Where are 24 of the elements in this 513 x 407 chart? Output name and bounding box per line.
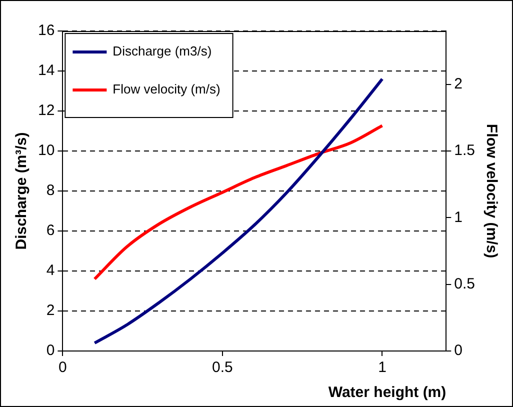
legend-label: Discharge (m3/s) [112,44,212,59]
y-tick-label: 0 [46,342,55,360]
y-tick-label: 4 [46,262,55,280]
y-tick-label: 14 [38,62,55,80]
y-tick-label: 12 [38,102,55,120]
y2-axis-title: Flow velocity (m/s) [482,124,500,258]
y-tick-label: 8 [46,182,55,200]
line-series [93,124,384,280]
x-tick-label: 0.5 [212,359,233,376]
y2-tick-label: 0 [454,342,462,360]
y2-tick-label: 0.5 [454,275,476,292]
y-tick-label: 6 [46,222,55,240]
x-axis-title: Water height (m) [328,384,446,402]
legend-label: Flow velocity (m/s) [112,82,220,97]
x-tick-label: 0 [58,359,67,376]
x-tick-label: 1 [378,359,386,376]
y-tick-label: 10 [38,142,55,160]
y2-tick-label: 1.5 [454,142,476,160]
y-tick-label: 16 [38,22,55,40]
y-axis-title: Discharge (m³/s) [13,132,30,250]
y-tick-label: 2 [46,302,55,320]
y2-tick-label: 2 [454,75,462,92]
line-series [93,78,384,344]
y2-tick-label: 1 [454,208,462,226]
